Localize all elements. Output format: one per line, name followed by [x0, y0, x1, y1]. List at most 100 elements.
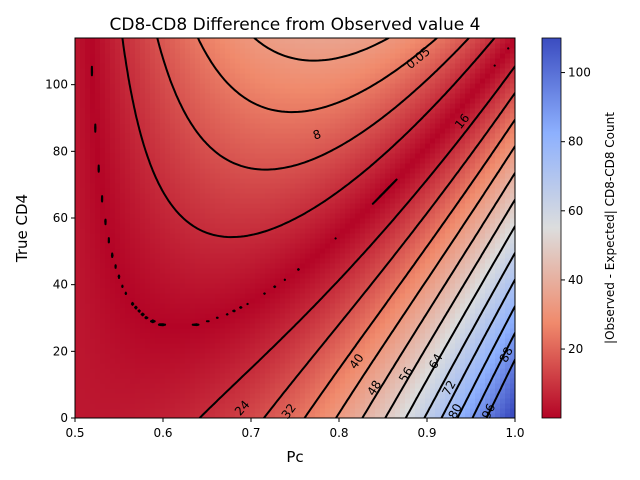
heatmap-cell	[380, 98, 386, 104]
heatmap-cell	[375, 378, 381, 384]
heatmap-cell	[150, 83, 156, 89]
heatmap-cell	[165, 328, 171, 334]
heatmap-cell	[365, 308, 371, 314]
heatmap-cell	[190, 43, 196, 49]
heatmap-cell	[250, 288, 256, 294]
heatmap-cell	[145, 113, 151, 119]
heatmap-cell	[350, 323, 356, 329]
heatmap-cell	[370, 373, 376, 379]
heatmap-cell	[315, 188, 321, 194]
heatmap-cell	[95, 143, 101, 149]
heatmap-cell	[330, 358, 336, 364]
heatmap-cell	[130, 323, 136, 329]
heatmap-cell	[380, 363, 386, 369]
heatmap-cell	[260, 378, 266, 384]
heatmap-cell	[115, 378, 121, 384]
heatmap-cell	[400, 303, 406, 309]
heatmap-cell	[330, 233, 336, 239]
heatmap-cell	[75, 78, 81, 84]
heatmap-cell	[380, 173, 386, 179]
heatmap-cell	[180, 353, 186, 359]
heatmap-cell	[275, 373, 281, 379]
heatmap-cell	[115, 178, 121, 184]
heatmap-cell	[390, 193, 396, 199]
heatmap-cell	[275, 383, 281, 389]
heatmap-cell	[380, 323, 386, 329]
heatmap-cell	[75, 118, 81, 124]
heatmap-cell	[105, 273, 111, 279]
heatmap-cell	[185, 203, 191, 209]
heatmap-cell	[195, 183, 201, 189]
heatmap-cell	[325, 333, 331, 339]
heatmap-cell	[165, 298, 171, 304]
heatmap-cell	[215, 98, 221, 104]
heatmap-cell	[290, 243, 296, 249]
heatmap-cell	[160, 248, 166, 254]
heatmap-cell	[200, 148, 206, 154]
heatmap-cell	[360, 313, 366, 319]
heatmap-cell	[385, 333, 391, 339]
heatmap-cell	[220, 358, 226, 364]
heatmap-cell	[330, 388, 336, 394]
heatmap-cell	[140, 383, 146, 389]
heatmap-cell	[170, 78, 176, 84]
heatmap-cell	[345, 163, 351, 169]
heatmap-cell	[345, 358, 351, 364]
heatmap-cell	[120, 88, 126, 94]
heatmap-cell	[275, 198, 281, 204]
heatmap-cell	[385, 248, 391, 254]
heatmap-cell	[245, 343, 251, 349]
heatmap-cell	[185, 408, 191, 414]
heatmap-cell	[110, 273, 116, 279]
heatmap-cell	[185, 208, 191, 214]
heatmap-cell	[325, 63, 331, 69]
heatmap-cell	[340, 228, 346, 234]
heatmap-cell	[280, 198, 286, 204]
heatmap-cell	[270, 213, 276, 219]
heatmap-cell	[175, 318, 181, 324]
heatmap-cell	[190, 138, 196, 144]
heatmap-cell	[285, 233, 291, 239]
heatmap-cell	[270, 83, 276, 89]
heatmap-cell	[310, 158, 316, 164]
heatmap-cell	[80, 53, 86, 59]
heatmap-cell	[315, 223, 321, 229]
heatmap-cell	[335, 243, 341, 249]
heatmap-cell	[265, 213, 271, 219]
heatmap-cell	[230, 103, 236, 109]
heatmap-cell	[220, 228, 226, 234]
heatmap-cell	[215, 178, 221, 184]
heatmap-cell	[390, 238, 396, 244]
heatmap-cell	[195, 233, 201, 239]
heatmap-cell	[290, 168, 296, 174]
heatmap-cell	[290, 173, 296, 179]
heatmap-cell	[170, 168, 176, 174]
heatmap-cell	[220, 383, 226, 389]
heatmap-cell	[240, 398, 246, 404]
heatmap-cell	[155, 283, 161, 289]
heatmap-cell	[175, 78, 181, 84]
heatmap-cell	[100, 38, 106, 44]
heatmap-cell	[145, 343, 151, 349]
heatmap-cell	[395, 243, 401, 249]
heatmap-cell	[315, 403, 321, 409]
heatmap-cell	[210, 68, 216, 74]
heatmap-cell	[385, 228, 391, 234]
heatmap-cell	[275, 408, 281, 414]
heatmap-cell	[135, 408, 141, 414]
heatmap-cell	[370, 88, 376, 94]
heatmap-cell	[320, 98, 326, 104]
heatmap-cell	[90, 218, 96, 224]
heatmap-cell	[145, 108, 151, 114]
heatmap-cell	[355, 228, 361, 234]
heatmap-cell	[210, 328, 216, 334]
heatmap-cell	[305, 278, 311, 284]
heatmap-cell	[325, 78, 331, 84]
heatmap-cell	[360, 258, 366, 264]
heatmap-cell	[75, 153, 81, 159]
heatmap-cell	[295, 323, 301, 329]
heatmap-cell	[150, 178, 156, 184]
heatmap-cell	[305, 43, 311, 49]
heatmap-cell	[360, 143, 366, 149]
heatmap-cell	[280, 413, 286, 418]
